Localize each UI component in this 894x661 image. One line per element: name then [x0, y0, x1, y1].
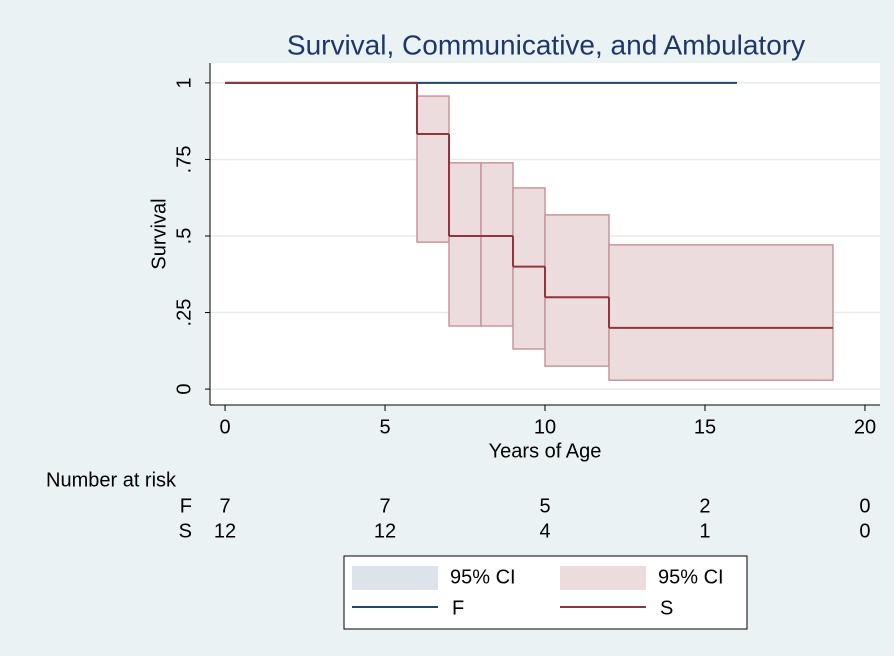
- risk-value: 0: [859, 520, 870, 542]
- x-tick-label: 10: [534, 416, 556, 438]
- x-tick-label: 15: [694, 416, 716, 438]
- risk-value: 7: [219, 495, 230, 517]
- x-tick-label: 5: [379, 416, 390, 438]
- y-tick-label: .25: [173, 299, 195, 327]
- ci-band: [480, 162, 514, 327]
- risk-table-title: Number at risk: [46, 469, 177, 491]
- y-tick-label: 1: [173, 77, 195, 88]
- legend-label: 95% CI: [450, 566, 516, 588]
- ci-band: [608, 244, 834, 381]
- legend-label: 95% CI: [658, 566, 724, 588]
- chart-title: Survival, Communicative, and Ambulatory: [287, 29, 805, 60]
- ci-band: [416, 95, 450, 243]
- risk-value: 12: [214, 520, 236, 542]
- legend-swatch: [352, 566, 438, 590]
- x-tick-label: 0: [219, 416, 230, 438]
- risk-value: 5: [539, 495, 550, 517]
- marks: [225, 81, 834, 381]
- risk-row-label: F: [180, 495, 192, 517]
- legend-label: S: [660, 597, 673, 619]
- risk-row-label: S: [179, 520, 192, 542]
- ci-band: [512, 187, 546, 350]
- y-axis-title: Survival: [148, 198, 170, 269]
- risk-value: 4: [539, 520, 550, 542]
- y-tick-label: 0: [173, 384, 195, 395]
- risk-value: 12: [374, 520, 396, 542]
- x-tick-label: 20: [854, 416, 876, 438]
- ci-band: [448, 162, 482, 327]
- y-tick-label: .75: [173, 146, 195, 174]
- x-axis-title: Years of Age: [489, 440, 602, 462]
- risk-value: 7: [379, 495, 390, 517]
- risk-value: 0: [859, 495, 870, 517]
- risk-value: 1: [699, 520, 710, 542]
- legend-swatch: [560, 566, 646, 590]
- ci-band: [544, 214, 610, 367]
- risk-value: 2: [699, 495, 710, 517]
- y-tick-label: .5: [173, 228, 195, 245]
- legend-label: F: [452, 597, 464, 619]
